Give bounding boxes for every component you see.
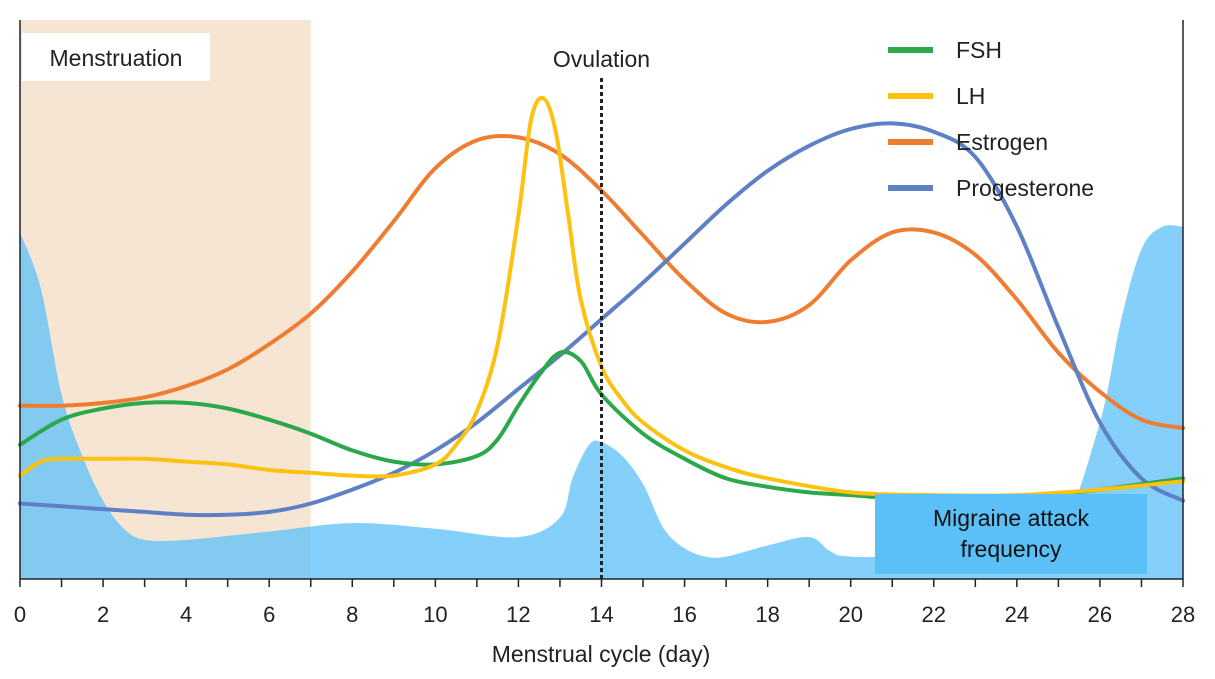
menstruation-label-bg (22, 33, 210, 81)
x-axis-tick-labels: 0 2 4 6 8 10 12 14 16 18 20 22 24 26 28 (14, 602, 1195, 627)
x-tick-label: 22 (922, 602, 946, 627)
x-tick-label: 10 (423, 602, 447, 627)
ovulation-label: Ovulation (553, 46, 650, 72)
x-tick-label: 8 (346, 602, 358, 627)
x-tick-label: 26 (1088, 602, 1112, 627)
migraine-badge-line2: frequency (960, 536, 1062, 562)
legend-label-estrogen: Estrogen (956, 129, 1048, 155)
x-tick-label: 20 (838, 602, 862, 627)
x-axis-title: Menstrual cycle (day) (492, 641, 711, 667)
menstruation-label: Menstruation (50, 45, 183, 71)
x-tick-label: 18 (755, 602, 779, 627)
x-tick-label: 12 (506, 602, 530, 627)
x-tick-label: 6 (263, 602, 275, 627)
x-tick-label: 0 (14, 602, 26, 627)
series-line-progesterone (18, 121, 1185, 518)
series-line-fsh (18, 349, 1185, 503)
migraine-badge (875, 494, 1147, 574)
x-tick-label: 28 (1171, 602, 1195, 627)
legend-label-lh: LH (956, 83, 985, 109)
legend-label-fsh: FSH (956, 37, 1002, 63)
x-tick-label: 2 (97, 602, 109, 627)
series-line-lh (18, 95, 1185, 498)
x-tick-label: 14 (589, 602, 613, 627)
x-tick-label: 24 (1005, 602, 1029, 627)
x-tick-label: 16 (672, 602, 696, 627)
legend-label-progesterone: Progesterone (956, 175, 1094, 201)
x-axis-ticks (19, 579, 1184, 587)
x-tick-label: 4 (180, 602, 192, 627)
migraine-badge-line1: Migraine attack (933, 505, 1089, 531)
legend: FSH LH Estrogen Progesterone (888, 37, 1094, 201)
